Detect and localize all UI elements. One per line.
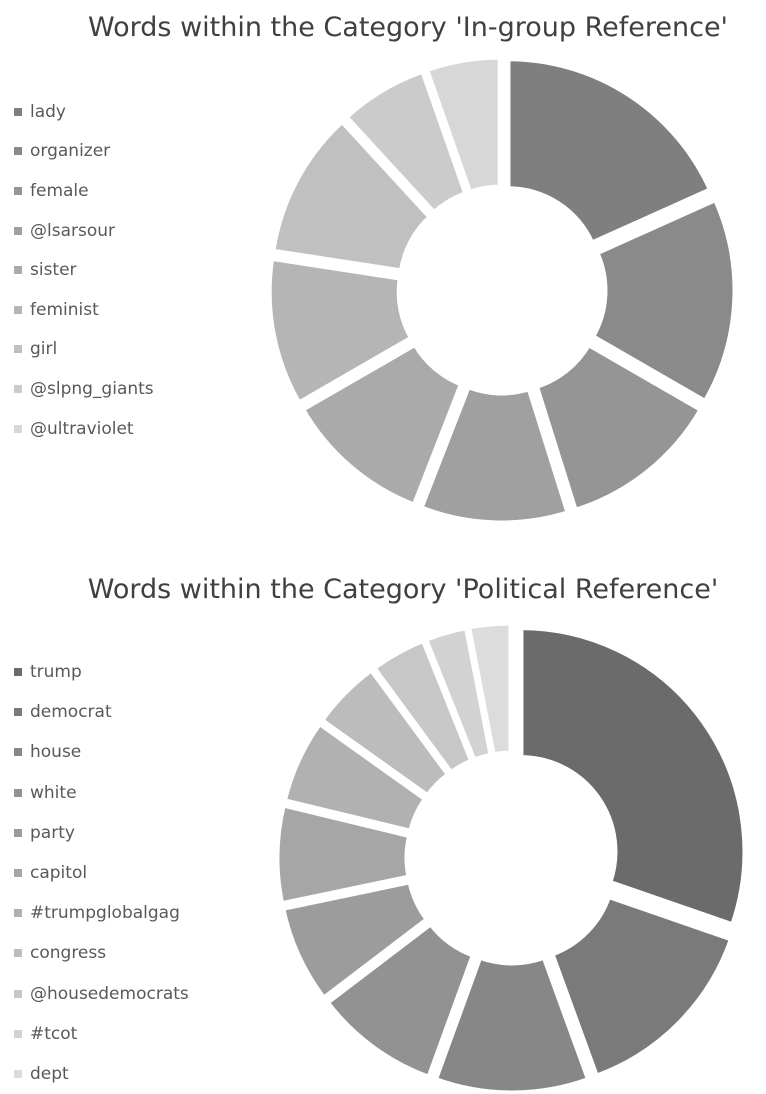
legend-swatch [14,147,22,156]
donut-slice [505,56,714,247]
legend-swatch [14,384,22,393]
donut-slice [299,340,465,509]
legend-label: party [30,822,75,843]
legend-swatch [14,424,22,433]
legend-item: @housedemocrats [14,974,189,1014]
donut-slice [548,893,735,1080]
legend-item: lady [14,92,154,132]
legend-label: lady [30,101,66,122]
legend-swatch [14,1029,22,1038]
legend-swatch [14,266,22,275]
legend-swatch [14,828,22,837]
legend-label: democrat [30,702,112,723]
legend-item: democrat [14,692,189,732]
legend-label: feminist [30,299,99,320]
legend-label: capitol [30,863,88,884]
legend-swatch [14,989,22,998]
legend-item: #trumpglobalgag [14,893,189,933]
legend-item: house [14,732,189,772]
legend-swatch [14,107,22,116]
donut-slice [281,720,429,835]
legend-label: @housedemocrats [30,983,189,1004]
legend-swatch [14,909,22,918]
legend-swatch [14,748,22,757]
legend-swatch [14,949,22,958]
legend-label: girl [30,339,58,360]
legend-swatch [14,708,22,717]
legend-swatch [14,226,22,235]
legend-item: congress [14,933,189,973]
donut-slice [518,625,748,929]
legend-item: female [14,171,154,211]
donut-slice [279,878,431,1002]
legend-label: congress [30,943,107,964]
donut-slice [323,920,477,1081]
legend-item: dept [14,1054,189,1094]
chart-title: Words within the Category 'Political Ref… [87,574,719,605]
legend-item: #tcot [14,1014,189,1054]
legend-item: capitol [14,853,189,893]
chart-legend: lady organizer female @lsarsour sister femini… [14,92,154,448]
donut-plot [266,54,738,526]
legend-swatch [14,345,22,354]
legend-label: @ultraviolet [30,418,134,439]
legend-item: @ultraviolet [14,409,154,449]
legend-label: @lsarsour [30,220,116,241]
donut-slice [417,383,572,526]
legend-item: @lsarsour [14,211,154,251]
legend-label: @slpng_giants [30,378,154,399]
donut-slice [589,196,738,405]
donut-slice [342,67,470,217]
legend-label: #trumpglobalgag [30,903,180,924]
legend-swatch [14,305,22,314]
legend-label: female [30,180,89,201]
donut-slice [533,341,705,514]
donut-slice [423,54,503,196]
legend-item: trump [14,652,189,692]
donut-slice [318,666,452,800]
legend-label: house [30,742,82,763]
legend-item: white [14,773,189,813]
legend-item: girl [14,330,154,370]
donut-slice [465,620,514,758]
donut-slice [266,255,415,407]
legend-label: sister [30,260,77,281]
donut-plot [274,620,748,1094]
legend-swatch [14,668,22,677]
legend-swatch [14,1069,22,1078]
donut-chart-political: Words within the Category 'Political Ref… [0,560,766,1094]
legend-swatch [14,869,22,878]
legend-label: #tcot [30,1023,78,1044]
legend-label: trump [30,662,82,683]
legend-label: white [30,782,77,803]
legend-item: @slpng_giants [14,369,154,409]
donut-slice [270,117,434,274]
legend-label: dept [30,1063,69,1084]
legend-label: organizer [30,141,111,162]
chart-legend: trump democrat house white party capitol #trum… [14,652,189,1094]
legend-item: feminist [14,290,154,330]
legend-item: sister [14,250,154,290]
legend-swatch [14,186,22,195]
donut-slice [274,801,413,907]
legend-swatch [14,788,22,797]
legend-item: organizer [14,132,154,172]
donut-chart-ingroup: Words within the Category 'In-group Refe… [0,0,766,540]
chart-title: Words within the Category 'In-group Refe… [88,12,728,43]
legend-item: party [14,813,189,853]
